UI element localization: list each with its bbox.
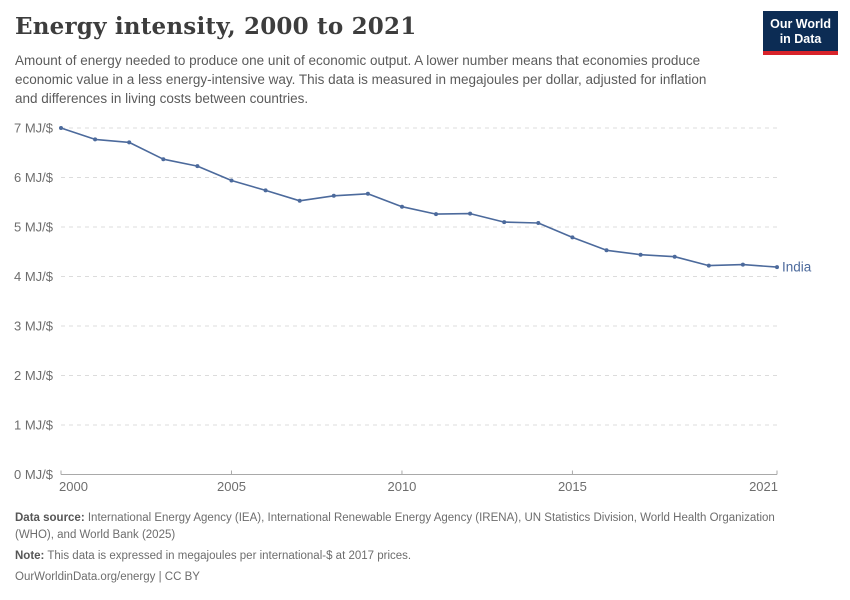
data-point-marker[interactable] — [502, 220, 507, 225]
note-text: This data is expressed in megajoules per… — [44, 550, 412, 563]
data-point-marker[interactable] — [161, 157, 166, 162]
data-point-marker[interactable] — [400, 204, 404, 209]
x-tick-label: 2021 — [749, 479, 778, 494]
data-point-marker[interactable] — [331, 193, 336, 198]
y-tick-label: 7 MJ/$ — [14, 121, 54, 136]
data-point-marker[interactable] — [570, 235, 575, 240]
note-line: Note: This data is expressed in megajoul… — [15, 548, 793, 565]
data-point-marker[interactable] — [195, 164, 200, 169]
data-point-marker[interactable] — [638, 252, 643, 257]
data-point-marker[interactable] — [672, 254, 677, 259]
data-point-marker[interactable] — [604, 248, 609, 253]
data-point-marker[interactable] — [59, 126, 63, 130]
data-point-marker[interactable] — [740, 262, 745, 267]
source-link[interactable]: OurWorldinData.org/energy | CC BY — [15, 571, 200, 584]
data-source-label: Data source: — [15, 512, 85, 524]
data-source-text: International Energy Agency (IEA), Inter… — [15, 512, 775, 542]
y-tick-label: 4 MJ/$ — [14, 269, 54, 284]
data-point-marker[interactable] — [365, 191, 370, 196]
data-point-marker[interactable] — [468, 211, 473, 216]
y-tick-label: 0 MJ/$ — [14, 467, 54, 482]
data-point-marker[interactable] — [297, 198, 302, 203]
data-point-marker[interactable] — [127, 140, 132, 145]
owid-logo-line1: Our World — [770, 17, 831, 31]
x-tick-label: 2010 — [387, 479, 416, 494]
x-tick-label: 2005 — [217, 479, 246, 494]
x-tick-label: 2000 — [59, 479, 88, 494]
data-point-marker[interactable] — [775, 265, 779, 270]
chart-subtitle: Amount of energy needed to produce one u… — [15, 53, 707, 107]
owid-logo-line2: in Data — [779, 31, 822, 46]
x-tick-label: 2015 — [558, 479, 587, 494]
data-point-marker[interactable] — [93, 137, 98, 142]
data-point-marker[interactable] — [706, 263, 711, 268]
data-point-marker[interactable] — [263, 188, 268, 193]
y-tick-label: 1 MJ/$ — [14, 418, 54, 433]
chart-footer: Data source: International Energy Agency… — [15, 510, 793, 590]
series-end-label[interactable]: India — [782, 260, 812, 275]
y-tick-label: 5 MJ/$ — [14, 220, 54, 235]
y-tick-label: 3 MJ/$ — [14, 319, 54, 334]
y-tick-label: 6 MJ/$ — [14, 170, 54, 185]
data-point-marker[interactable] — [229, 178, 234, 183]
page-title: Energy intensity, 2000 to 2021 — [15, 13, 417, 40]
y-tick-label: 2 MJ/$ — [14, 368, 54, 383]
owid-logo[interactable]: Our World in Data — [763, 11, 838, 55]
data-point-marker[interactable] — [536, 221, 541, 225]
data-point-marker[interactable] — [434, 212, 438, 217]
data-source-line: Data source: International Energy Agency… — [15, 510, 793, 544]
note-label: Note: — [15, 550, 45, 563]
series-line-india[interactable] — [60, 127, 778, 268]
